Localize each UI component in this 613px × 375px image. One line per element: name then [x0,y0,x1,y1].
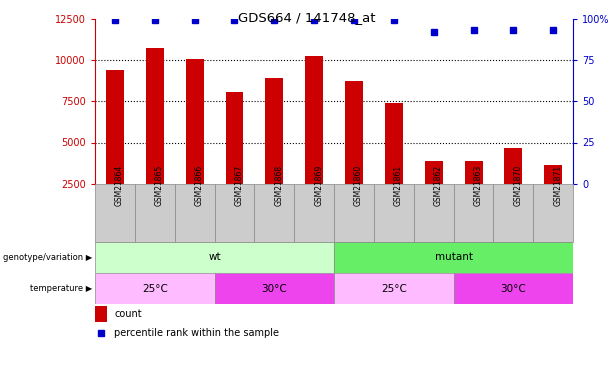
Bar [544,165,562,184]
Text: GSM21870: GSM21870 [514,165,522,206]
Bar [95,306,107,322]
Bar [95,184,135,242]
Text: GSM21869: GSM21869 [314,165,323,206]
Text: genotype/variation ▶: genotype/variation ▶ [2,253,92,262]
Bar [135,184,175,242]
Text: GSM21867: GSM21867 [235,165,243,206]
Bar [95,242,334,273]
Bar [385,103,403,184]
Bar [226,92,243,184]
Text: temperature ▶: temperature ▶ [29,284,92,293]
Text: GSM21861: GSM21861 [394,165,403,206]
Text: GSM21866: GSM21866 [195,165,204,206]
Bar [374,184,414,242]
Bar [465,160,482,184]
Bar [95,273,215,304]
Text: GSM21862: GSM21862 [434,165,443,206]
Text: GSM21865: GSM21865 [154,165,164,206]
Text: 25°C: 25°C [142,284,168,294]
Text: mutant: mutant [435,252,473,262]
Bar [106,70,124,184]
Bar [334,273,454,304]
Bar [294,184,334,242]
Bar [533,184,573,242]
Text: GSM21868: GSM21868 [275,165,283,206]
Bar [175,184,215,242]
Text: GDS664 / 141748_at: GDS664 / 141748_at [238,11,375,24]
Text: count: count [114,309,142,319]
Bar [454,184,493,242]
Text: GSM21864: GSM21864 [115,165,124,206]
Text: 25°C: 25°C [381,284,407,294]
Bar [254,184,294,242]
Bar [345,81,363,184]
Bar [215,273,334,304]
Bar [146,48,164,184]
Bar [265,78,283,184]
Bar [186,59,204,184]
Text: GSM21863: GSM21863 [474,165,482,206]
Text: GSM21860: GSM21860 [354,165,363,206]
Bar [454,273,573,304]
Bar [215,184,254,242]
Bar [493,184,533,242]
Bar [504,148,522,184]
Bar [425,160,443,184]
Text: 30°C: 30°C [500,284,527,294]
Text: percentile rank within the sample: percentile rank within the sample [114,328,279,338]
Bar [414,184,454,242]
Text: 30°C: 30°C [261,284,287,294]
Bar [305,56,323,184]
Text: GSM21871: GSM21871 [554,165,562,206]
Text: wt: wt [208,252,221,262]
Bar [334,242,573,273]
Bar [334,184,374,242]
